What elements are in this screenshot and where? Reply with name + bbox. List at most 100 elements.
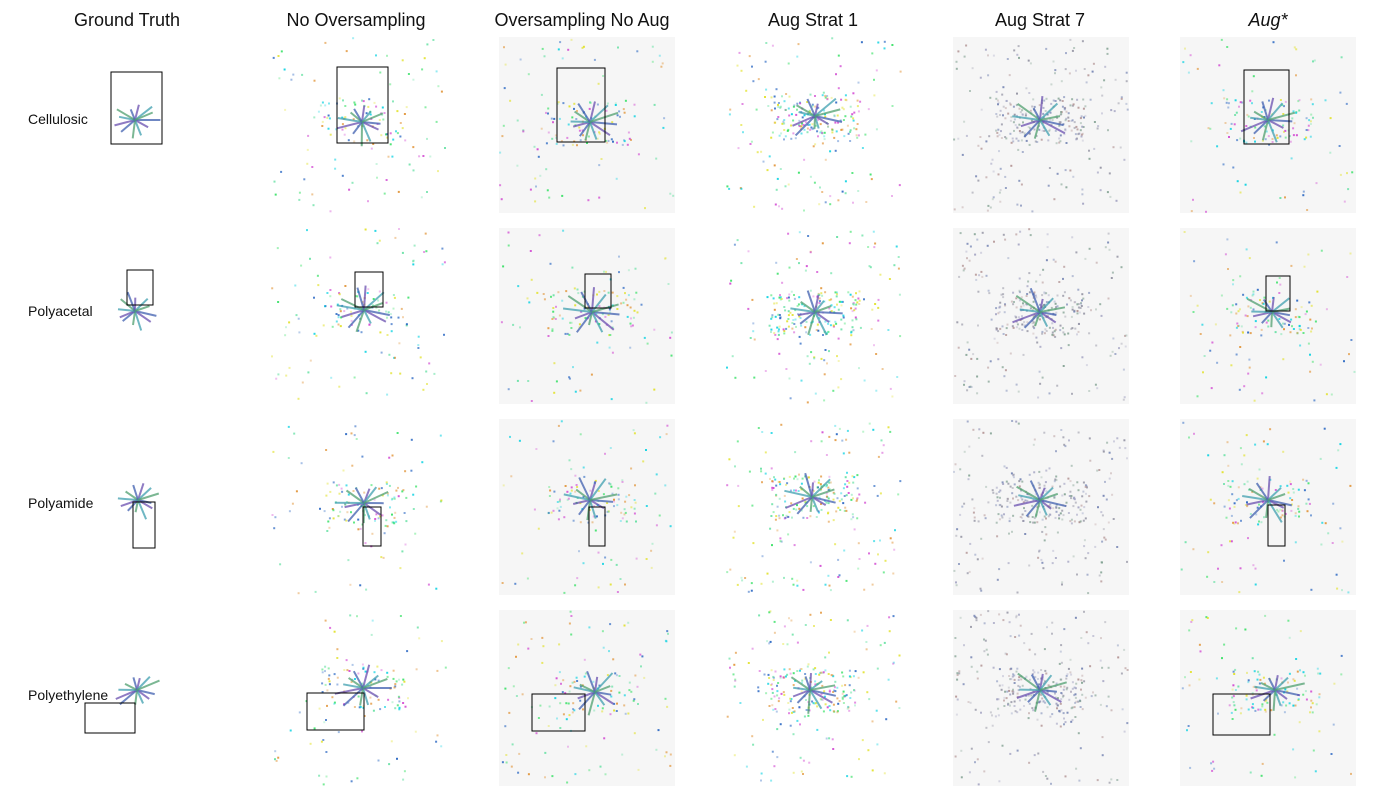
speckle <box>598 305 601 308</box>
speckle <box>1032 98 1035 101</box>
speckle <box>805 331 808 334</box>
speckle <box>861 147 864 149</box>
speckle <box>324 305 326 308</box>
speckle <box>860 41 863 44</box>
speckle <box>796 641 799 644</box>
speckle <box>782 120 785 123</box>
speckle <box>613 500 615 503</box>
speckle <box>547 511 550 514</box>
speckle <box>1230 514 1233 517</box>
speckle <box>379 71 382 74</box>
speckle <box>542 293 545 295</box>
speckle <box>807 663 810 666</box>
speckle <box>1058 507 1061 510</box>
star-arm <box>136 679 160 691</box>
speckle <box>1263 516 1265 519</box>
speckle <box>360 331 363 334</box>
speckle <box>1087 642 1090 645</box>
speckle <box>960 535 963 538</box>
speckle <box>980 711 982 714</box>
speckle <box>799 723 801 726</box>
speckle <box>540 127 543 130</box>
speckle <box>1293 46 1296 49</box>
speckle <box>371 532 374 535</box>
speckle <box>380 669 383 672</box>
speckle <box>1196 67 1199 70</box>
speckle <box>1279 508 1282 511</box>
speckle <box>573 680 576 683</box>
speckle <box>899 480 902 483</box>
speckle <box>309 359 312 362</box>
speckle <box>793 710 796 713</box>
speckle <box>1296 687 1299 690</box>
speckle <box>297 397 300 400</box>
speckle <box>814 673 817 675</box>
speckle <box>345 484 348 487</box>
speckle <box>1007 562 1010 565</box>
speckle <box>1276 136 1279 139</box>
speckle <box>1217 712 1219 715</box>
speckle <box>987 54 989 57</box>
speckle <box>604 452 606 455</box>
speckle <box>844 94 847 97</box>
speckle <box>1220 544 1223 547</box>
speckle <box>1052 681 1055 684</box>
speckle <box>283 68 286 71</box>
speckle <box>1110 709 1113 712</box>
star-arm <box>1034 689 1041 712</box>
speckle <box>830 272 833 275</box>
speckle <box>783 693 786 696</box>
speckle <box>983 638 985 641</box>
speckle <box>1016 92 1018 95</box>
speckle <box>801 679 804 682</box>
speckle <box>377 517 380 520</box>
speckle <box>1101 754 1104 757</box>
speckle <box>327 127 330 130</box>
speckle <box>1088 247 1091 250</box>
speckle <box>1292 127 1295 130</box>
speckle <box>1077 506 1080 509</box>
speckle <box>877 553 879 556</box>
speckle <box>822 671 825 674</box>
speckle <box>1026 293 1029 295</box>
speckle <box>1058 124 1061 127</box>
speckle <box>987 380 990 383</box>
speckle <box>326 292 329 294</box>
speckle <box>849 105 852 108</box>
speckle <box>1106 191 1109 194</box>
speckle <box>847 705 850 708</box>
star-arm <box>1012 311 1041 324</box>
speckle <box>1252 293 1255 296</box>
speckle <box>1227 106 1230 109</box>
speckle <box>834 690 837 693</box>
speckle <box>615 563 618 566</box>
speckle <box>1062 712 1065 715</box>
speckle <box>987 204 990 207</box>
speckle <box>626 304 629 307</box>
speckle <box>1254 583 1257 586</box>
speckle <box>1043 130 1046 132</box>
speckle <box>995 313 997 316</box>
speckle <box>857 190 860 192</box>
speckle <box>852 302 854 305</box>
speckle <box>838 500 841 503</box>
speckle <box>874 303 877 305</box>
speckle <box>395 680 398 683</box>
speckle <box>588 626 591 629</box>
speckle <box>883 47 886 50</box>
speckle <box>629 322 632 325</box>
speckle <box>829 709 832 712</box>
speckle <box>975 619 978 622</box>
speckle <box>817 135 819 138</box>
speckle <box>778 325 781 328</box>
speckle <box>966 242 969 245</box>
speckle <box>962 269 965 272</box>
speckle <box>421 68 424 71</box>
speckle <box>1004 238 1007 241</box>
speckle <box>809 613 812 616</box>
speckle <box>352 490 355 492</box>
speckle <box>1071 681 1074 684</box>
speckle <box>665 640 668 643</box>
speckle <box>1074 693 1077 696</box>
speckle <box>779 105 782 108</box>
